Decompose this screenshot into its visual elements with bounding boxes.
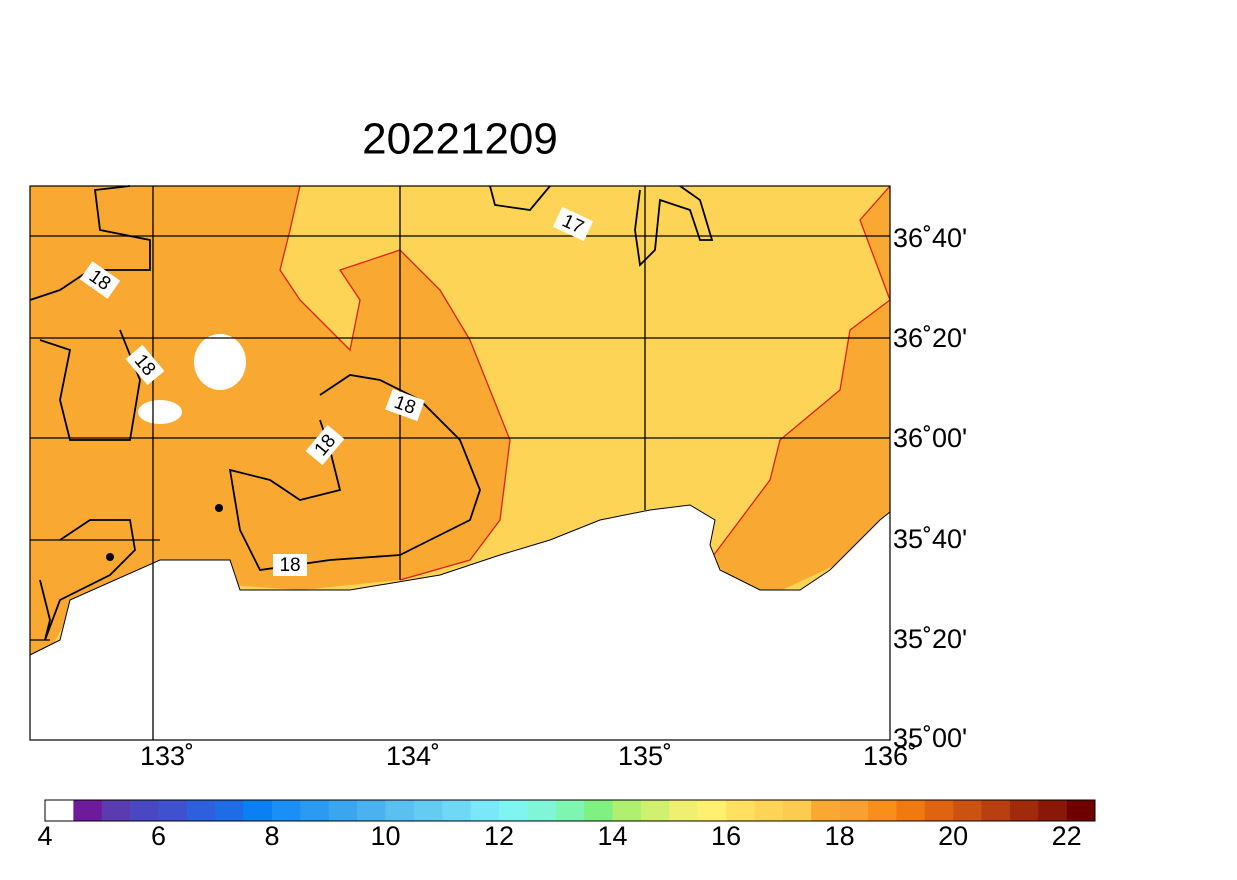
colorbar-box: [754, 800, 784, 821]
colorbar-tick-label: 10: [371, 821, 401, 851]
point: [106, 553, 114, 561]
colorbar-box: [669, 800, 699, 821]
label-box: [273, 554, 307, 576]
colorbar-box: [782, 800, 812, 821]
colorbar-box: [73, 800, 103, 821]
colorbar-box: [726, 800, 755, 821]
label-box: [125, 344, 165, 386]
colorbar-box: [385, 800, 415, 821]
contour-black: [39, 519, 136, 641]
lon-label: 133˚: [140, 741, 194, 771]
lon-label: 136˚: [863, 741, 917, 771]
lat-label: 36˚40': [893, 223, 967, 253]
contour-red: [279, 185, 511, 581]
contour-black: [39, 329, 141, 441]
colorbar-tick-label: 18: [825, 821, 855, 851]
colorbar-tick-label: 4: [37, 821, 52, 851]
colorbar-box: [811, 800, 840, 821]
contour-black: [489, 185, 551, 211]
lon-label: 134˚: [386, 741, 440, 771]
colorbar-box: [584, 800, 613, 821]
colorbar-tick-label: 16: [711, 821, 741, 851]
lat-label: 36˚00': [893, 423, 967, 453]
colorbar-box: [328, 800, 358, 821]
lat-label: 35˚20': [893, 624, 967, 654]
lake: [194, 334, 246, 390]
colorbar-box: [527, 800, 557, 821]
colorbar-frame: [44, 799, 1096, 822]
colorbar-tick-label: 6: [151, 821, 166, 851]
colorbar-tick-label: 8: [265, 821, 280, 851]
map-frame: [29, 185, 891, 741]
contour-value: 18: [279, 555, 300, 576]
colorbar-box: [413, 800, 443, 821]
lat-label: 36˚20': [893, 323, 967, 353]
colorbar-box: [186, 800, 216, 821]
colorbar: 4 6 8 10 12 14 16 18 20 22: [37, 799, 1096, 851]
colorbar-tick-label: 20: [938, 821, 968, 851]
colorbar-box: [1009, 800, 1039, 821]
colorbar-tick-label: 14: [598, 821, 628, 851]
colorbar-box: [953, 800, 982, 821]
graticule: [30, 186, 890, 740]
colorbar-box: [640, 800, 670, 821]
label-box: [552, 206, 594, 242]
colorbar-box: [158, 800, 188, 821]
title: 20221209: [362, 115, 558, 164]
colorbar-box: [1038, 800, 1067, 821]
label-box: [305, 424, 345, 466]
colorbar-box: [272, 800, 301, 821]
colorbar-box: [300, 800, 330, 821]
land: [29, 504, 891, 741]
lon-label: 135˚: [618, 741, 672, 771]
colorbar-box: [867, 800, 897, 821]
colorbar-box: [215, 800, 244, 821]
label-box: [79, 261, 121, 299]
colorbar-box: [1066, 800, 1096, 821]
colorbar-box: [839, 800, 869, 821]
lat-label: 35˚00': [893, 723, 967, 753]
colorbar-box: [981, 800, 1011, 821]
lat-label: 35˚40': [893, 524, 967, 554]
label-box: [385, 388, 425, 422]
colorbar-box: [243, 800, 273, 821]
colorbar-tick-label: 12: [484, 821, 514, 851]
colorbar-box: [442, 800, 471, 821]
island: [138, 400, 182, 424]
colorbar-box: [612, 800, 642, 821]
colorbar-box: [697, 800, 727, 821]
colorbar-tick-label: 22: [1052, 821, 1082, 851]
map: [29, 185, 891, 741]
contour-red: [709, 185, 891, 561]
colorbar-box: [555, 800, 585, 821]
colorbar-box: [924, 800, 954, 821]
contour-black: [634, 185, 714, 267]
colorbar-box: [470, 800, 500, 821]
colorbar-box: [45, 800, 74, 821]
warm-region: [30, 186, 510, 655]
contour-black: [29, 185, 151, 301]
point: [215, 504, 223, 512]
coordinate-labels: 133˚ 134˚ 135˚ 136˚ 36˚40' 36˚20' 36˚00' 35˚40'…: [140, 223, 967, 771]
colorbar-box: [896, 800, 926, 821]
warm-region: [710, 186, 890, 600]
contour-label: 18: [273, 554, 307, 576]
colorbar-box: [130, 800, 159, 821]
colorbar-box: [357, 800, 386, 821]
colorbar-box: [499, 800, 528, 821]
colorbar-box: [101, 800, 131, 821]
